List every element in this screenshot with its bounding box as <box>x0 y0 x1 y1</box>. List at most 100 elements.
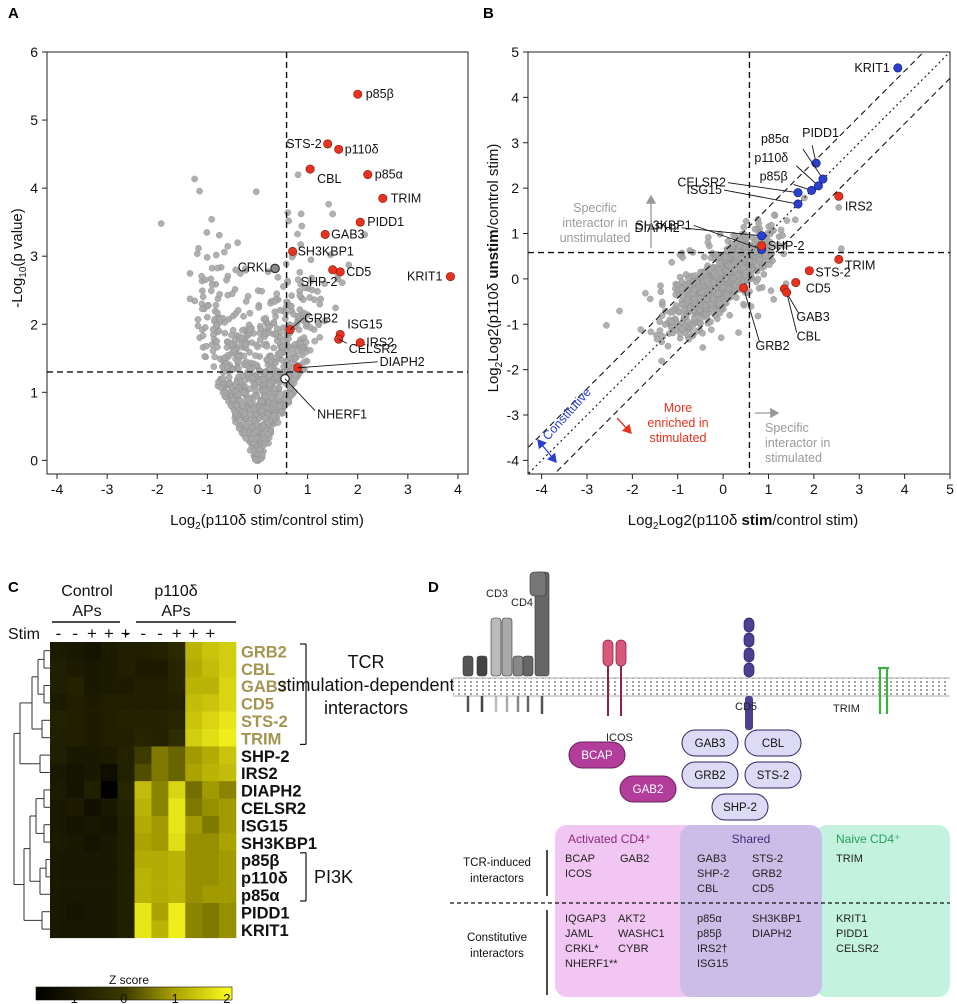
heatmap-row-label: p85β <box>241 852 280 870</box>
scatter-bg-point <box>719 284 727 292</box>
heatmap-cell <box>168 798 186 817</box>
heatmap-cell <box>117 920 135 939</box>
scatter-bg-point <box>646 295 654 303</box>
volcano-y-tick-label: 0 <box>30 452 38 468</box>
heatmap-cell <box>83 659 102 678</box>
scatter-bg-point <box>707 318 714 326</box>
volcano-bg-point <box>272 359 280 366</box>
shared-tcr-item: STS-2 <box>752 853 783 865</box>
heatmap-cell <box>100 920 118 939</box>
scatter-bg-point <box>726 311 734 319</box>
volcano-bg-point <box>239 402 246 410</box>
volcano-point-label: CD5 <box>346 265 371 279</box>
scatter-bg-point <box>740 223 748 231</box>
heatmap-cell <box>66 711 85 730</box>
heatmap-cell <box>185 903 203 921</box>
volcano-bg-point <box>215 231 223 239</box>
scatter-blue-point <box>757 231 767 241</box>
shared-const-item: SH3KBP1 <box>752 913 802 925</box>
volcano-bg-point <box>284 279 292 286</box>
scatter-x-tick-label: -4 <box>535 481 548 497</box>
volcano-bg-point <box>253 427 260 435</box>
volcano-point-label: STS-2 <box>286 137 321 151</box>
cd3-subunit <box>476 655 488 677</box>
cd5-domain <box>743 647 755 663</box>
heatmap-cell <box>202 711 220 730</box>
volcano-x-tick-label: 2 <box>354 481 362 497</box>
scatter-bg-point <box>699 344 707 351</box>
heatmap-cell <box>202 868 220 886</box>
naive-const-item: PIDD1 <box>836 928 868 940</box>
scatter-x-tick-label: 3 <box>855 481 863 497</box>
heatmap-cell <box>134 763 152 782</box>
row-const-label: Constitutive <box>467 932 527 944</box>
sts2-pill <box>744 761 802 789</box>
colorbar-tick-label: -1 <box>66 991 78 1004</box>
volcano-bg-point <box>241 428 249 436</box>
scatter-red-point <box>804 266 814 276</box>
scatter-bg-point <box>729 275 737 282</box>
heatmap-cell <box>66 920 85 939</box>
heatmap-cell <box>168 763 186 782</box>
volcano-x-tick-label: 1 <box>304 481 312 497</box>
scatter-bg-point <box>647 328 655 336</box>
scatter-bg-point <box>755 219 763 227</box>
volcano-y-tick-label: 1 <box>30 384 38 400</box>
scatter-point-label: p110δ <box>754 151 788 165</box>
heatmap-cell <box>134 676 152 695</box>
heatmap-row-label: IRS2 <box>241 765 278 783</box>
volcano-bg-point <box>203 229 211 236</box>
shared-header: Shared <box>732 832 771 846</box>
heatmap-cell <box>134 868 152 886</box>
scatter-bg-point <box>767 287 775 294</box>
volcano-bg-point <box>228 341 236 348</box>
heatmap-cell <box>202 816 220 834</box>
heatmap-dendrogram <box>13 650 50 930</box>
volcano-bg-point <box>201 353 209 360</box>
volcano-bg-point <box>252 352 259 359</box>
scatter-red-point <box>739 283 749 293</box>
scatter-bg-point <box>780 242 788 249</box>
colorbar-tick-label: 1 <box>172 991 179 1004</box>
heatmap-cell <box>219 781 237 799</box>
scatter-point-label: CD5 <box>806 282 831 296</box>
scatter-bg-point <box>682 271 690 278</box>
volcano-bg-point <box>230 346 238 354</box>
volcano-y-tick-label: 4 <box>30 180 38 196</box>
scatter-x-tick-label: 1 <box>765 481 773 497</box>
bcap-pill <box>568 741 626 769</box>
volcano-bg-point <box>264 430 272 438</box>
panel-letter-c: C <box>8 579 19 596</box>
heatmap-cell <box>151 781 169 799</box>
heatmap-cell <box>83 798 102 817</box>
heatmap-cell <box>202 781 220 799</box>
volcano-bg-point <box>332 304 339 312</box>
scatter-bg-point <box>699 329 706 337</box>
scatter-bg-point <box>712 255 719 263</box>
scatter-bg-point <box>740 300 747 308</box>
heatmap-cell <box>151 798 169 817</box>
volcano-bg-point <box>263 403 271 411</box>
heatmap-cell <box>202 694 220 712</box>
heatmap-cell <box>134 659 152 678</box>
heatmap-cell <box>50 746 68 765</box>
volcano-bg-point <box>235 390 243 398</box>
heatmap-cell <box>50 642 68 660</box>
heatmap-cell <box>151 729 169 747</box>
shp2-pill-label: SHP-2 <box>723 802 757 814</box>
volcano-bg-point <box>253 341 260 349</box>
activated-const-item: IQGAP3 <box>565 913 606 925</box>
volcano-hit-point <box>323 139 333 149</box>
heatmap-cell <box>219 642 237 660</box>
icos-domain <box>615 639 627 667</box>
heatmap-stim-sign: + <box>189 624 199 643</box>
volcano-bg-point <box>270 412 277 420</box>
scatter-point-label: CELSR2 <box>677 176 726 190</box>
heatmap-cell <box>219 885 237 904</box>
heatmap-cell <box>117 763 135 782</box>
volcano-bg-point <box>199 293 207 301</box>
heatmap-cell <box>117 694 135 712</box>
scatter-bg-point <box>730 231 737 239</box>
scatter-bg-point <box>704 239 712 246</box>
volcano-bg-point <box>252 188 260 196</box>
